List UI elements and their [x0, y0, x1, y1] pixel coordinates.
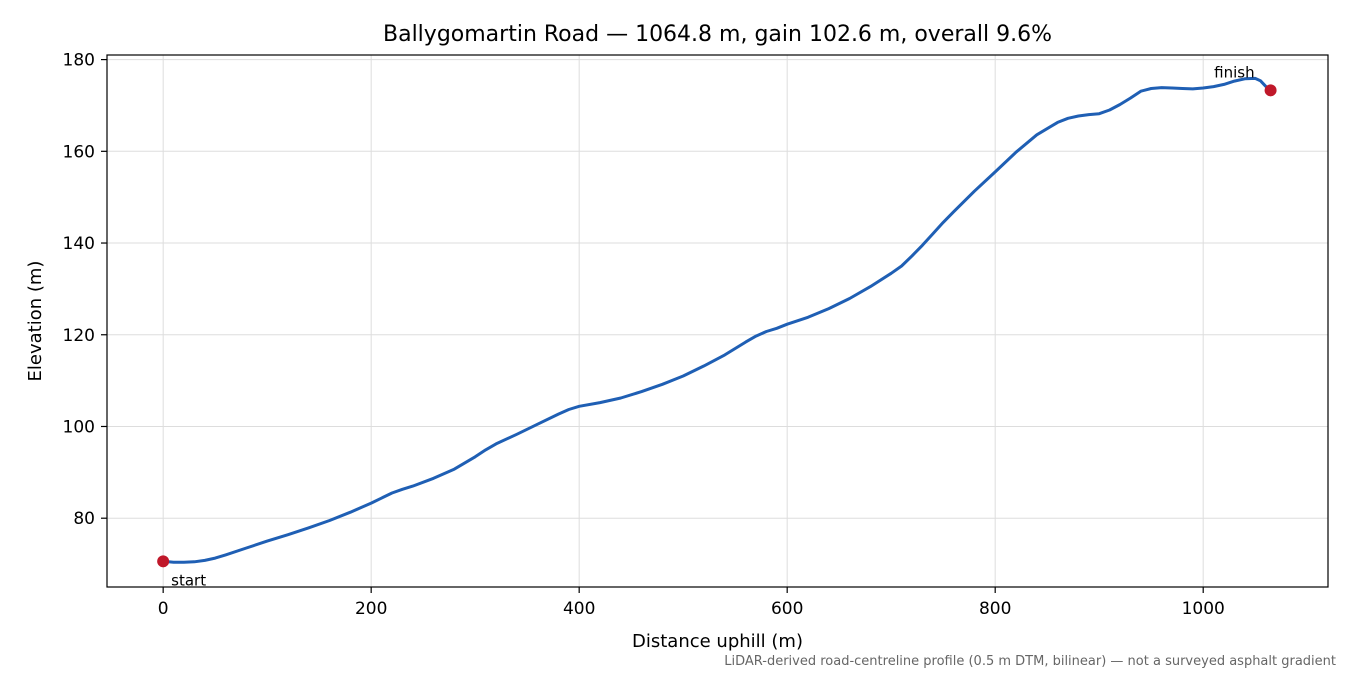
x-tick-label: 0: [158, 599, 169, 619]
endpoint-markers: start finish: [157, 63, 1277, 589]
y-tick-label: 120: [63, 326, 95, 346]
x-tick-label: 400: [563, 599, 595, 619]
y-tick-label: 100: [63, 417, 95, 437]
y-axis-title: Elevation (m): [25, 261, 46, 382]
start-label: start: [171, 571, 206, 589]
finish-marker: [1264, 84, 1277, 97]
finish-label: finish: [1214, 63, 1254, 81]
start-marker: [157, 555, 170, 568]
x-tick-label: 1000: [1182, 599, 1225, 619]
y-tick-label: 180: [63, 51, 95, 71]
grid: [107, 55, 1328, 587]
x-axis-title: Distance uphill (m): [632, 631, 803, 652]
footnote: LiDAR-derived road-centreline profile (0…: [724, 654, 1336, 669]
x-tick-label: 200: [355, 599, 387, 619]
x-tick-label: 800: [979, 599, 1011, 619]
y-tick-label: 80: [73, 509, 95, 529]
plot-frame: [106, 54, 1329, 588]
elevation-line: [161, 76, 1273, 564]
y-tick-label: 140: [63, 234, 95, 254]
x-tick-label: 600: [771, 599, 803, 619]
y-tick-label: 160: [63, 142, 95, 162]
axis-ticks: 0 200 400 600 800 1000 80 100 120 140 160 180: [63, 51, 1225, 619]
chart-title: Ballygomartin Road — 1064.8 m, gain 102.…: [383, 22, 1052, 47]
